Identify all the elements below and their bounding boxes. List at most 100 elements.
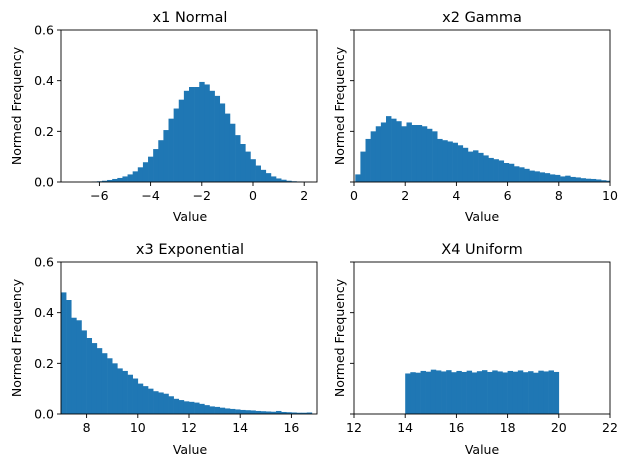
x-tick-label: 2 [300,188,308,203]
histogram-bar [478,152,484,182]
y-axis-label: Normed Frequency [9,46,24,165]
histogram-bar [560,176,566,182]
histogram-bar [127,374,133,414]
x-tick-label: 8 [83,420,91,435]
histogram-bar [482,370,488,414]
histogram-bar [132,171,139,182]
histogram-bar [457,145,464,182]
histogram-bar [168,118,174,182]
y-axis-label: Normed Frequency [332,278,347,397]
x-tick-label: −2 [193,188,211,203]
histogram-bar [107,179,113,182]
histogram-bar [476,371,483,414]
histogram-bar [502,372,508,414]
histogram-bar [245,410,251,414]
histogram-bar [276,410,282,414]
x-tick-label: 10 [602,188,618,203]
histogram-bar [435,370,442,414]
histogram-bar [117,368,123,414]
histogram-bar [163,393,169,414]
histogram-bar [606,180,611,182]
histogram-bar [122,370,128,414]
histogram-bar [492,370,498,414]
y-tick-label: 0.0 [34,407,54,422]
histogram-bar [117,177,123,182]
histogram-bar [430,369,437,414]
histogram-bar [406,122,412,182]
histogram-bar [548,370,554,414]
panel-x3-exponential: x3 Exponential 8 10 12 14 16 0.0 0.2 0.4 0.6 Va… [9,242,318,457]
histogram-bar [224,113,231,182]
histogram-bar [209,406,215,414]
histogram-bar [260,169,267,182]
histogram-bar [142,162,149,182]
x-tick-label: 8 [555,188,563,203]
panel-x4-uniform: X4 Uniform 12 14 16 18 20 22 Value Normed Fre… [332,242,618,457]
histogram-bar [61,292,67,414]
histogram-bar [219,407,226,414]
histogram-bar [487,371,493,414]
histogram-bar [534,171,540,182]
histogram-bar [391,118,397,182]
histogram-bar [580,178,586,182]
histogram-bar [471,372,478,414]
x-axis-label: Value [173,209,208,224]
histogram-bar [250,159,256,182]
histogram-bar [112,178,118,182]
histogram-bar [425,371,432,414]
histogram-bar [229,408,236,414]
histogram-bar [240,409,246,414]
histogram-bar [446,370,452,414]
histogram-bar [245,151,251,182]
histogram-bar [276,178,282,182]
histogram-bar [375,126,382,182]
histogram-bar [585,178,592,182]
histogram-bar [426,128,433,182]
x-tick-label: 22 [602,420,618,435]
histogram-bar [296,412,302,414]
histogram-bar [240,144,246,182]
histogram-bar [508,163,515,182]
histogram-bar [101,180,108,182]
histogram-bar [255,165,261,182]
histogram-bar [265,173,272,182]
histogram-bar [529,170,535,182]
panel-title: x3 Exponential [136,242,244,258]
y-tick-label: 0.2 [34,124,54,139]
histogram-bar [204,405,210,414]
histogram-bar [514,166,520,182]
x-tick-label: −4 [141,188,159,203]
x-tick-label: 0 [249,188,257,203]
histogram-bar [209,90,215,182]
x-tick-label: 2 [401,188,409,203]
histogram-bar [420,370,426,414]
x-tick-label: 0 [350,188,358,203]
histogram-bar [549,174,556,182]
histogram-bar [503,163,510,182]
histogram-bar [142,386,149,414]
x-tick-label: −6 [90,188,108,203]
histogram-bar [421,126,428,182]
histogram-bar [306,412,313,414]
y-axis-label: Normed Frequency [332,46,347,165]
histogram-bar [194,87,200,182]
histogram-bar [286,412,292,414]
histogram-bar [467,151,474,182]
histogram-bar [301,412,308,414]
histogram-bar [601,180,607,182]
histogram-bar [401,126,407,182]
histogram-bar [370,131,377,182]
histogram-bar [522,372,529,414]
x-tick-label: 12 [181,420,197,435]
histogram-bar [107,358,113,414]
histogram-bar [137,383,144,414]
histogram-bar [91,343,98,414]
histogram-bar [265,411,272,414]
histogram-bar [96,348,103,414]
histogram-bar [158,140,164,182]
histogram-bar [442,140,448,182]
histogram-bar [127,174,133,182]
histogram-bar [355,174,361,182]
histogram-bar [488,157,494,182]
